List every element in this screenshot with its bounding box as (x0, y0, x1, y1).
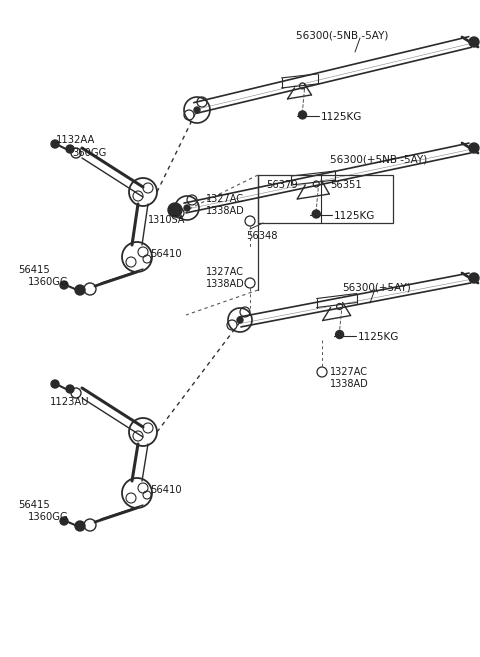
Text: 1327AC: 1327AC (206, 267, 244, 277)
Text: 1338AD: 1338AD (206, 206, 245, 216)
Text: 1125KG: 1125KG (334, 211, 376, 221)
Text: 1132AA: 1132AA (56, 135, 96, 145)
Circle shape (75, 285, 85, 295)
Text: 56300(+5AY): 56300(+5AY) (342, 283, 411, 293)
Text: 56351: 56351 (331, 180, 362, 190)
Text: 1338AD: 1338AD (206, 279, 245, 289)
Text: 56410: 56410 (150, 249, 181, 259)
Text: 360GG: 360GG (72, 148, 107, 158)
Text: 1360GG: 1360GG (28, 512, 69, 522)
Circle shape (299, 111, 307, 119)
Circle shape (184, 205, 190, 211)
Text: 56410: 56410 (150, 485, 181, 495)
Circle shape (312, 210, 320, 218)
Circle shape (469, 143, 479, 153)
Text: 1327AC: 1327AC (330, 367, 368, 377)
Text: 1310SA: 1310SA (148, 215, 185, 225)
Circle shape (66, 145, 74, 153)
Circle shape (336, 330, 344, 338)
Circle shape (469, 37, 479, 47)
Text: 56300(+5NB -5AY): 56300(+5NB -5AY) (330, 154, 427, 164)
Text: 56300(-5NB -5AY): 56300(-5NB -5AY) (296, 30, 388, 40)
Text: 1123AU: 1123AU (50, 397, 90, 407)
Circle shape (75, 521, 85, 531)
Text: 56415: 56415 (18, 265, 50, 275)
Text: 1338AD: 1338AD (330, 379, 369, 389)
Circle shape (51, 140, 59, 148)
Text: 1125KG: 1125KG (321, 112, 362, 122)
Circle shape (60, 517, 68, 525)
Bar (258, 175, 393, 223)
Text: 1125KG: 1125KG (358, 332, 399, 342)
Circle shape (60, 281, 68, 289)
Text: 56348: 56348 (246, 231, 277, 241)
Text: 1327AC: 1327AC (206, 194, 244, 204)
Circle shape (66, 385, 74, 393)
Circle shape (51, 380, 59, 388)
Text: 1360GG: 1360GG (28, 277, 69, 287)
Circle shape (469, 273, 479, 283)
Circle shape (168, 203, 182, 217)
Text: 56379: 56379 (266, 180, 298, 190)
Text: 56415: 56415 (18, 500, 50, 510)
Circle shape (237, 317, 243, 323)
Circle shape (194, 107, 200, 113)
